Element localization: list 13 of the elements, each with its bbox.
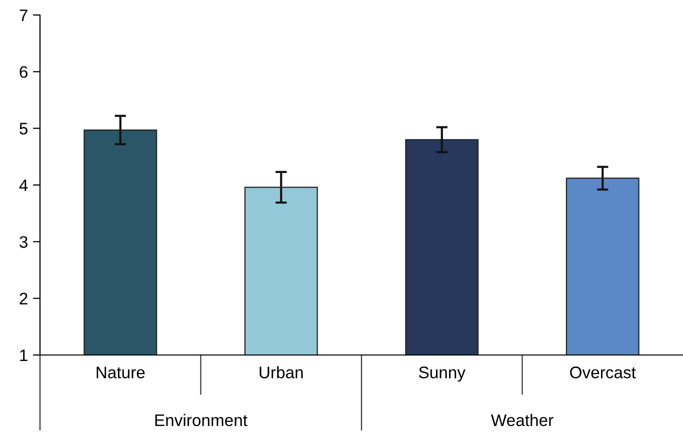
x-tick-label: Urban	[260, 366, 303, 378]
y-tick-label: 3	[20, 236, 28, 248]
y-tick-label: 2	[20, 292, 28, 304]
x-tick-label: Sunny	[419, 366, 466, 382]
text: Weather	[490, 414, 554, 426]
x-tick-label: Overcast	[570, 366, 636, 378]
y-tick-label: 4	[19, 180, 28, 192]
y-tick-label: 1	[20, 350, 28, 362]
text: Environment	[155, 414, 248, 426]
y-tick-label: 6	[20, 66, 28, 78]
x-tick-label: Nature	[96, 366, 145, 378]
y-tick-label: 5	[20, 122, 28, 135]
y-tick-label: 7	[20, 10, 28, 22]
